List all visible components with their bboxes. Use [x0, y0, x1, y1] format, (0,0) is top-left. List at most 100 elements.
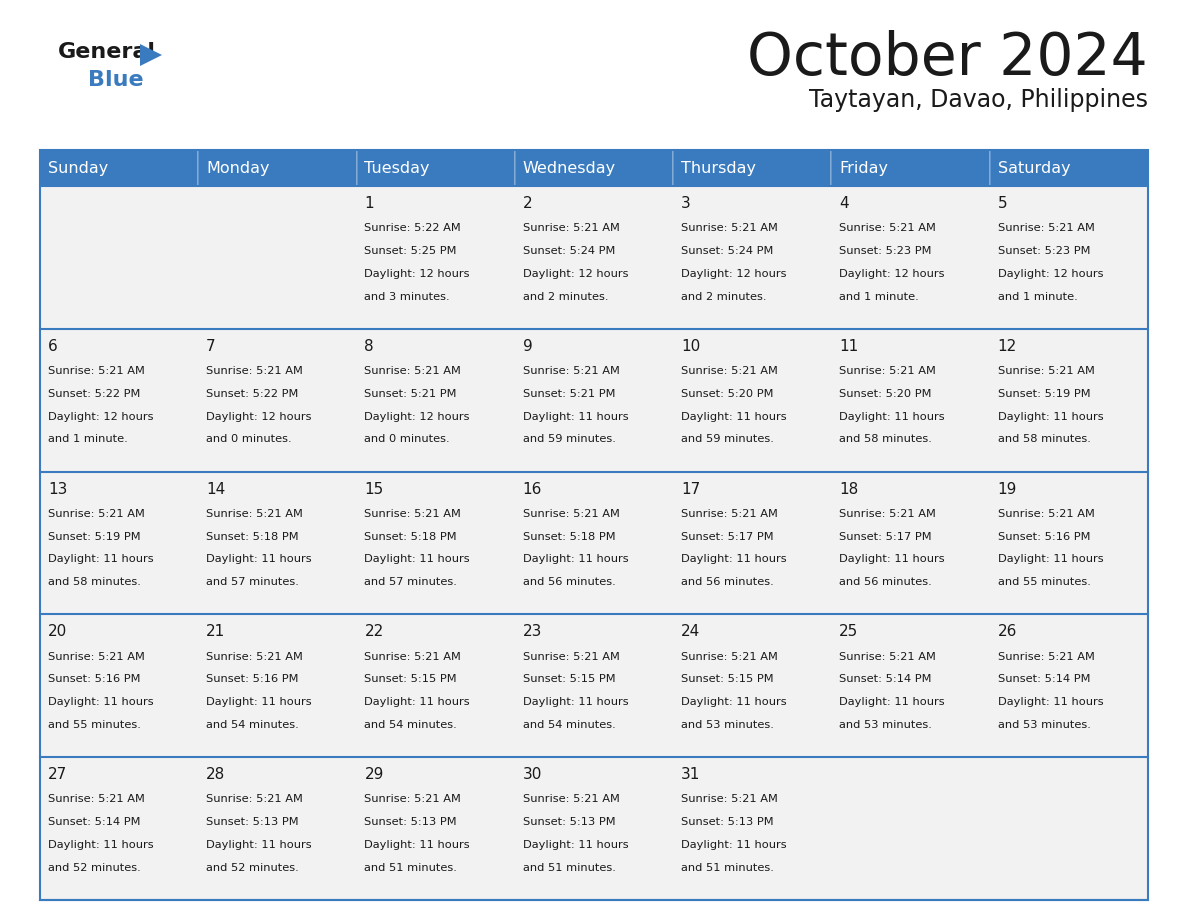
Polygon shape	[140, 44, 162, 66]
Text: 31: 31	[681, 767, 701, 782]
Text: and 51 minutes.: and 51 minutes.	[365, 863, 457, 873]
Text: Sunset: 5:22 PM: Sunset: 5:22 PM	[207, 389, 298, 398]
Text: Daylight: 12 hours: Daylight: 12 hours	[48, 411, 153, 421]
Text: 23: 23	[523, 624, 542, 640]
Bar	[40, 472, 198, 614]
Bar	[198, 150, 356, 186]
Bar	[514, 329, 674, 472]
Text: Sunrise: 5:21 AM: Sunrise: 5:21 AM	[48, 794, 145, 804]
Text: Tuesday: Tuesday	[365, 161, 430, 175]
Text: and 55 minutes.: and 55 minutes.	[998, 577, 1091, 588]
Text: Daylight: 11 hours: Daylight: 11 hours	[523, 411, 628, 421]
Bar	[990, 757, 1148, 900]
Text: Sunrise: 5:21 AM: Sunrise: 5:21 AM	[365, 509, 461, 519]
Text: Sunset: 5:13 PM: Sunset: 5:13 PM	[523, 817, 615, 827]
Text: Sunset: 5:15 PM: Sunset: 5:15 PM	[523, 675, 615, 685]
Bar	[514, 614, 674, 757]
Text: and 54 minutes.: and 54 minutes.	[207, 720, 299, 730]
Text: and 57 minutes.: and 57 minutes.	[207, 577, 299, 588]
Text: and 2 minutes.: and 2 minutes.	[681, 292, 766, 302]
Bar	[514, 186, 674, 329]
Bar	[198, 186, 356, 329]
Text: Sunset: 5:18 PM: Sunset: 5:18 PM	[523, 532, 615, 542]
Text: Daylight: 11 hours: Daylight: 11 hours	[681, 411, 786, 421]
Text: Daylight: 11 hours: Daylight: 11 hours	[840, 554, 944, 565]
Text: Daylight: 11 hours: Daylight: 11 hours	[48, 698, 153, 707]
Text: Sunrise: 5:22 AM: Sunrise: 5:22 AM	[365, 223, 461, 233]
Text: 27: 27	[48, 767, 68, 782]
Bar	[832, 757, 990, 900]
Text: 16: 16	[523, 482, 542, 497]
Text: Sunset: 5:15 PM: Sunset: 5:15 PM	[365, 675, 457, 685]
Text: Sunset: 5:18 PM: Sunset: 5:18 PM	[365, 532, 457, 542]
Text: Daylight: 11 hours: Daylight: 11 hours	[840, 698, 944, 707]
Text: Sunrise: 5:21 AM: Sunrise: 5:21 AM	[681, 366, 778, 376]
Text: Sunset: 5:19 PM: Sunset: 5:19 PM	[48, 532, 140, 542]
Text: Sunrise: 5:21 AM: Sunrise: 5:21 AM	[840, 366, 936, 376]
Text: and 58 minutes.: and 58 minutes.	[840, 434, 933, 444]
Text: Sunday: Sunday	[48, 161, 108, 175]
Text: and 0 minutes.: and 0 minutes.	[207, 434, 292, 444]
Text: Daylight: 11 hours: Daylight: 11 hours	[523, 840, 628, 850]
Bar	[832, 472, 990, 614]
Text: 6: 6	[48, 339, 58, 353]
Text: Sunrise: 5:21 AM: Sunrise: 5:21 AM	[840, 223, 936, 233]
Text: Sunrise: 5:21 AM: Sunrise: 5:21 AM	[523, 509, 620, 519]
Bar	[514, 150, 674, 186]
Text: Sunset: 5:25 PM: Sunset: 5:25 PM	[365, 246, 457, 256]
Bar	[990, 329, 1148, 472]
Text: and 56 minutes.: and 56 minutes.	[840, 577, 933, 588]
Text: Daylight: 12 hours: Daylight: 12 hours	[523, 269, 628, 279]
Text: Sunrise: 5:21 AM: Sunrise: 5:21 AM	[523, 652, 620, 662]
Text: Sunset: 5:21 PM: Sunset: 5:21 PM	[523, 389, 615, 398]
Text: 28: 28	[207, 767, 226, 782]
Bar	[356, 757, 514, 900]
Bar	[356, 614, 514, 757]
Text: Sunrise: 5:21 AM: Sunrise: 5:21 AM	[207, 794, 303, 804]
Text: 1: 1	[365, 196, 374, 211]
Bar	[674, 757, 832, 900]
Text: 20: 20	[48, 624, 68, 640]
Text: Sunset: 5:13 PM: Sunset: 5:13 PM	[365, 817, 457, 827]
Text: Sunset: 5:17 PM: Sunset: 5:17 PM	[840, 532, 931, 542]
Text: and 55 minutes.: and 55 minutes.	[48, 720, 141, 730]
Text: Sunset: 5:15 PM: Sunset: 5:15 PM	[681, 675, 773, 685]
Text: 21: 21	[207, 624, 226, 640]
Text: Daylight: 12 hours: Daylight: 12 hours	[681, 269, 786, 279]
Bar	[832, 150, 990, 186]
Text: Sunrise: 5:21 AM: Sunrise: 5:21 AM	[523, 366, 620, 376]
Text: Daylight: 11 hours: Daylight: 11 hours	[365, 698, 470, 707]
Text: and 56 minutes.: and 56 minutes.	[523, 577, 615, 588]
Text: 22: 22	[365, 624, 384, 640]
Text: Blue: Blue	[88, 70, 144, 90]
Bar	[674, 614, 832, 757]
Text: Daylight: 12 hours: Daylight: 12 hours	[840, 269, 944, 279]
Text: Monday: Monday	[207, 161, 270, 175]
Bar	[832, 614, 990, 757]
Text: Sunrise: 5:21 AM: Sunrise: 5:21 AM	[365, 366, 461, 376]
Text: Sunset: 5:23 PM: Sunset: 5:23 PM	[998, 246, 1091, 256]
Bar	[990, 614, 1148, 757]
Text: Sunrise: 5:21 AM: Sunrise: 5:21 AM	[365, 794, 461, 804]
Text: 30: 30	[523, 767, 542, 782]
Text: October 2024: October 2024	[747, 30, 1148, 87]
Text: Sunrise: 5:21 AM: Sunrise: 5:21 AM	[681, 223, 778, 233]
Text: Daylight: 11 hours: Daylight: 11 hours	[998, 411, 1104, 421]
Text: Sunset: 5:13 PM: Sunset: 5:13 PM	[207, 817, 299, 827]
Text: Daylight: 11 hours: Daylight: 11 hours	[207, 840, 311, 850]
Text: 25: 25	[840, 624, 859, 640]
Text: Sunrise: 5:21 AM: Sunrise: 5:21 AM	[998, 223, 1094, 233]
Text: Sunrise: 5:21 AM: Sunrise: 5:21 AM	[681, 794, 778, 804]
Text: 14: 14	[207, 482, 226, 497]
Text: and 56 minutes.: and 56 minutes.	[681, 577, 773, 588]
Text: Saturday: Saturday	[998, 161, 1070, 175]
Text: Sunset: 5:23 PM: Sunset: 5:23 PM	[840, 246, 931, 256]
Bar	[832, 186, 990, 329]
Text: 18: 18	[840, 482, 859, 497]
Text: and 53 minutes.: and 53 minutes.	[681, 720, 773, 730]
Bar	[40, 150, 1148, 900]
Text: 26: 26	[998, 624, 1017, 640]
Text: Sunset: 5:24 PM: Sunset: 5:24 PM	[523, 246, 615, 256]
Bar	[674, 329, 832, 472]
Text: and 58 minutes.: and 58 minutes.	[998, 434, 1091, 444]
